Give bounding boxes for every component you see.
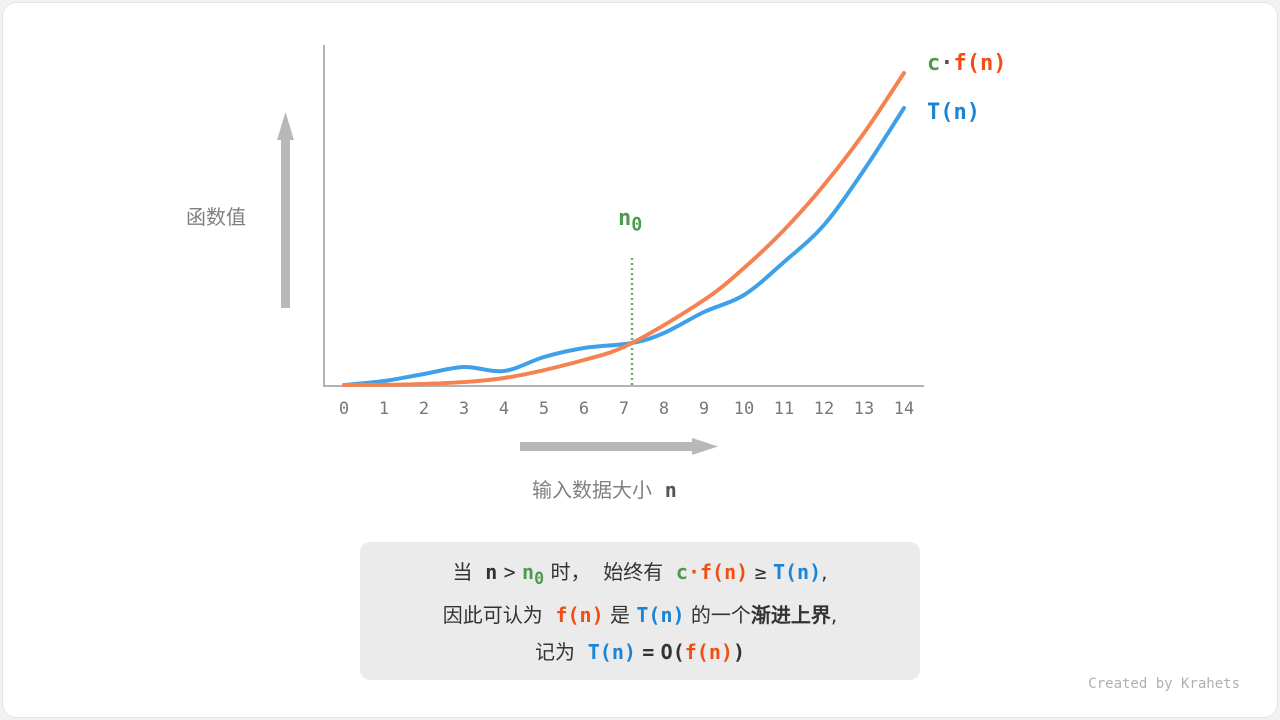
legend-fn: f(n) [953,51,1007,76]
t: ≥ [754,560,767,584]
t: 记为 [535,640,576,664]
x-axis-label-text: 输入数据大小 [532,478,652,502]
t: 时， [550,560,591,584]
t: T(n) [636,603,685,627]
x-tick-label: 8 [659,399,669,419]
t: n [522,560,535,584]
x-axis-var: n [664,478,677,502]
x-arrow [520,438,718,455]
t: 渐进上界 [750,603,831,627]
t: , [821,560,828,584]
legend-dot: · [940,51,954,76]
t: 是 [610,603,630,627]
note-line-1: 当 n > n0 时， 始终有 c·f(n) ≥ T(n), [360,554,920,597]
t: T(n) [772,560,822,584]
x-tick-label: 0 [339,399,349,419]
t: ·f(n) [687,560,749,584]
x-tick-label: 4 [499,399,509,419]
legend-c: c [927,51,941,76]
n0-label: n0 [618,206,642,235]
t: 因此可认为 [442,603,543,627]
t: c [675,560,688,584]
explanation-box: 当 n > n0 时， 始终有 c·f(n) ≥ T(n), 因此可认为 f(n… [360,542,920,680]
t: 始终有 [603,560,664,584]
t: T(n) [587,640,636,664]
t: n [485,560,498,584]
note-line-2: 因此可认为 f(n) 是 T(n) 的一个渐进上界, [360,597,920,634]
n0-label-sub: 0 [631,214,643,236]
t: > [503,560,516,584]
t-n-curve [342,106,906,387]
t: n0 [522,560,544,588]
legend-cf: c·f(n) [927,51,1006,76]
t: ) [732,640,745,664]
t: 0 [534,569,545,588]
credit: Created by Krahets [1088,676,1240,692]
note-line-3: 记为 T(n) = O(f(n)) [360,634,920,671]
x-tick-label: 10 [734,399,754,419]
x-tick-label: 5 [539,399,549,419]
t: 的一个 [690,603,751,627]
y-arrow [277,112,294,308]
t: f(n) [684,640,733,664]
x-tick-label: 1 [379,399,389,419]
x-tick-label: 11 [774,399,794,419]
cf-n-curve [342,71,906,387]
x-tick-label: 2 [419,399,429,419]
x-tick-label: 12 [814,399,834,419]
t: f(n) [555,603,604,627]
x-axis-label: 输入数据大小 n [532,474,677,503]
t: O( [660,640,685,664]
legend-t: T(n) [927,100,980,125]
t: = [642,640,655,664]
x-tick-label: 3 [459,399,469,419]
n0-label-n: n [618,206,632,231]
x-tick-label: 6 [579,399,589,419]
x-tick-label: 13 [854,399,874,419]
x-tick-label: 7 [619,399,629,419]
t: 当 [452,560,473,584]
x-tick-label: 9 [699,399,709,419]
t: , [830,603,838,627]
x-tick-label: 14 [894,399,914,419]
y-axis-label: 函数值 [186,205,246,229]
